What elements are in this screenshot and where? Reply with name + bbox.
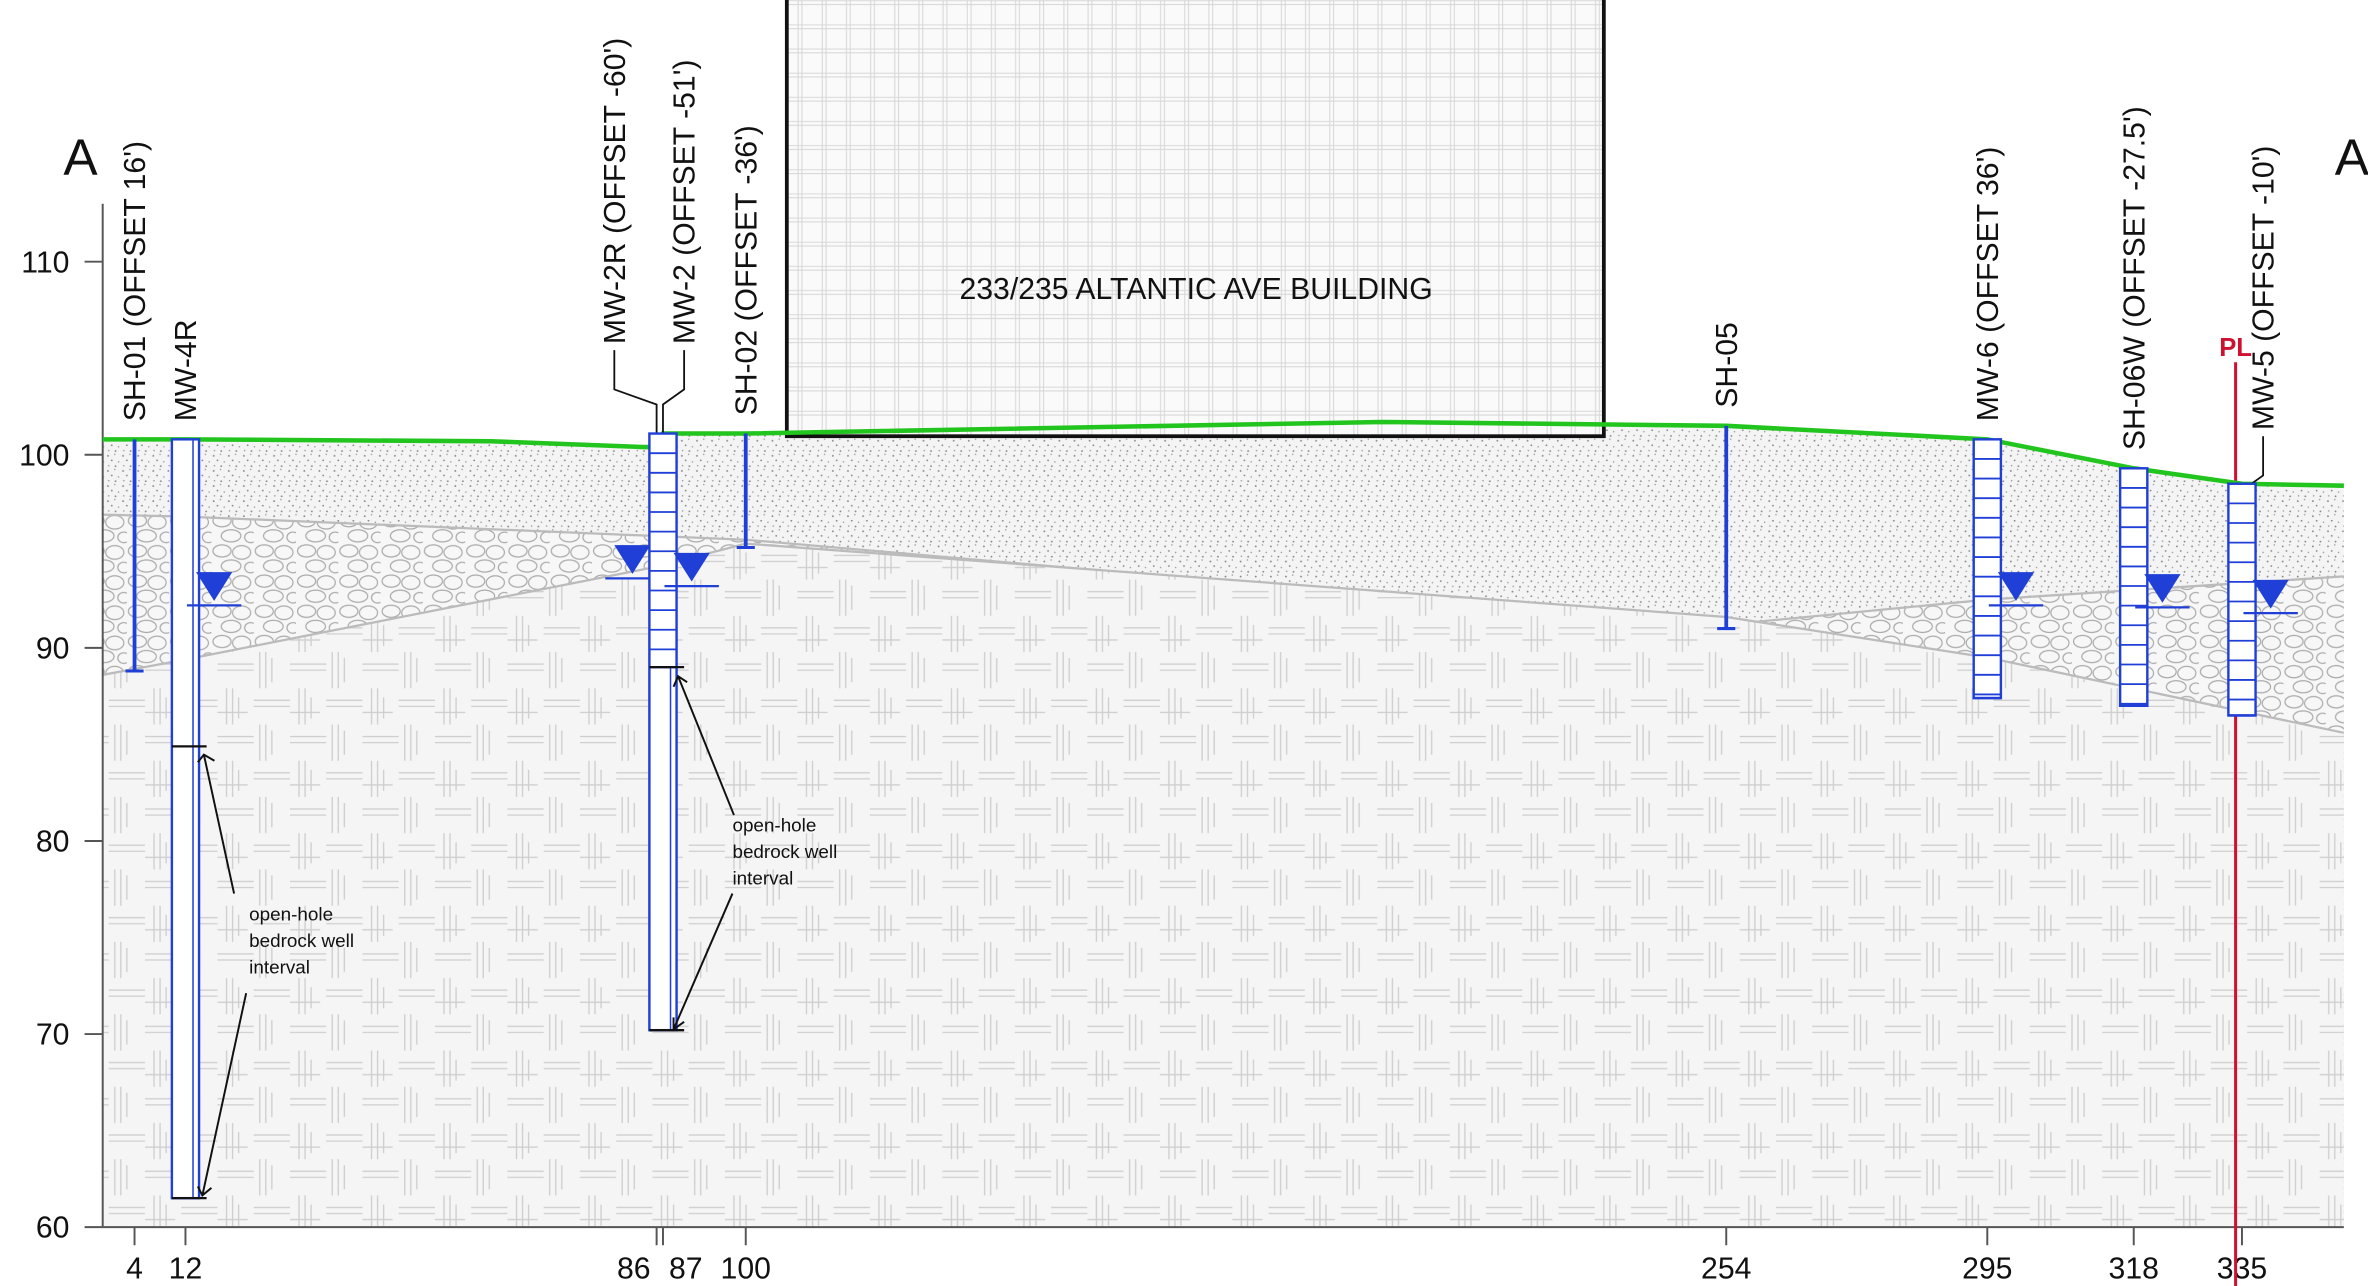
section-label: A': [2335, 129, 2368, 186]
boring-label: MW-2R (OFFSET -60'): [599, 38, 632, 344]
cross-section: 233/235 ALTANTIC AVE BUILDING A A' 60 70 8…: [0, 0, 2368, 1286]
boring-label: SH-02 (OFFSET -36'): [730, 125, 763, 415]
y-tick-label: 100: [19, 439, 69, 472]
annotation-line: bedrock well: [249, 930, 354, 951]
x-tick-label: 87: [669, 1252, 703, 1285]
annotation-line: bedrock well: [732, 841, 837, 862]
page: {"chart_data": { "type": "cross-section"…: [0, 0, 2368, 1286]
boring-label: MW-4R: [170, 319, 203, 421]
well-casing: [649, 434, 676, 1031]
well-casing: [2120, 468, 2147, 705]
strata: [103, 422, 2344, 1227]
section-label: A: [63, 129, 98, 186]
boring-label: MW-2 (OFFSET -51'): [669, 59, 702, 344]
boring-label: SH-06W (OFFSET -27.5'): [2118, 106, 2151, 450]
y-tick-label: 60: [36, 1212, 70, 1245]
annotation-line: open-hole: [249, 904, 333, 925]
x-tick-label: 335: [2217, 1252, 2267, 1285]
annotation-line: interval: [732, 868, 793, 889]
x-tick-label: 86: [617, 1252, 651, 1285]
y-tick-label: 90: [36, 632, 70, 665]
x-tick-label: 4: [126, 1252, 143, 1285]
annotation-line: interval: [249, 957, 310, 978]
boring-label: SH-01 (OFFSET 16'): [119, 141, 152, 421]
y-tick-label: 70: [36, 1019, 70, 1052]
y-tick-label: 110: [21, 246, 69, 279]
x-tick-label: 12: [169, 1252, 203, 1285]
building-label: 233/235 ALTANTIC AVE BUILDING: [959, 273, 1432, 306]
y-tick-label: 80: [36, 826, 70, 859]
boring-label: MW-5 (OFFSET -10'): [2248, 146, 2281, 431]
annotation-line: open-hole: [732, 815, 816, 836]
label-leader: [663, 350, 684, 433]
x-tick-label: 295: [1962, 1252, 2012, 1285]
well-casing: [172, 439, 199, 1198]
x-tick-label: 100: [721, 1252, 771, 1285]
boring-label: SH-05: [1711, 322, 1744, 408]
x-tick-label: 254: [1701, 1252, 1751, 1285]
building: [787, 0, 1604, 436]
x-tick-label: 318: [2109, 1252, 2159, 1285]
boring-label: MW-6 (OFFSET 36'): [1972, 147, 2005, 422]
